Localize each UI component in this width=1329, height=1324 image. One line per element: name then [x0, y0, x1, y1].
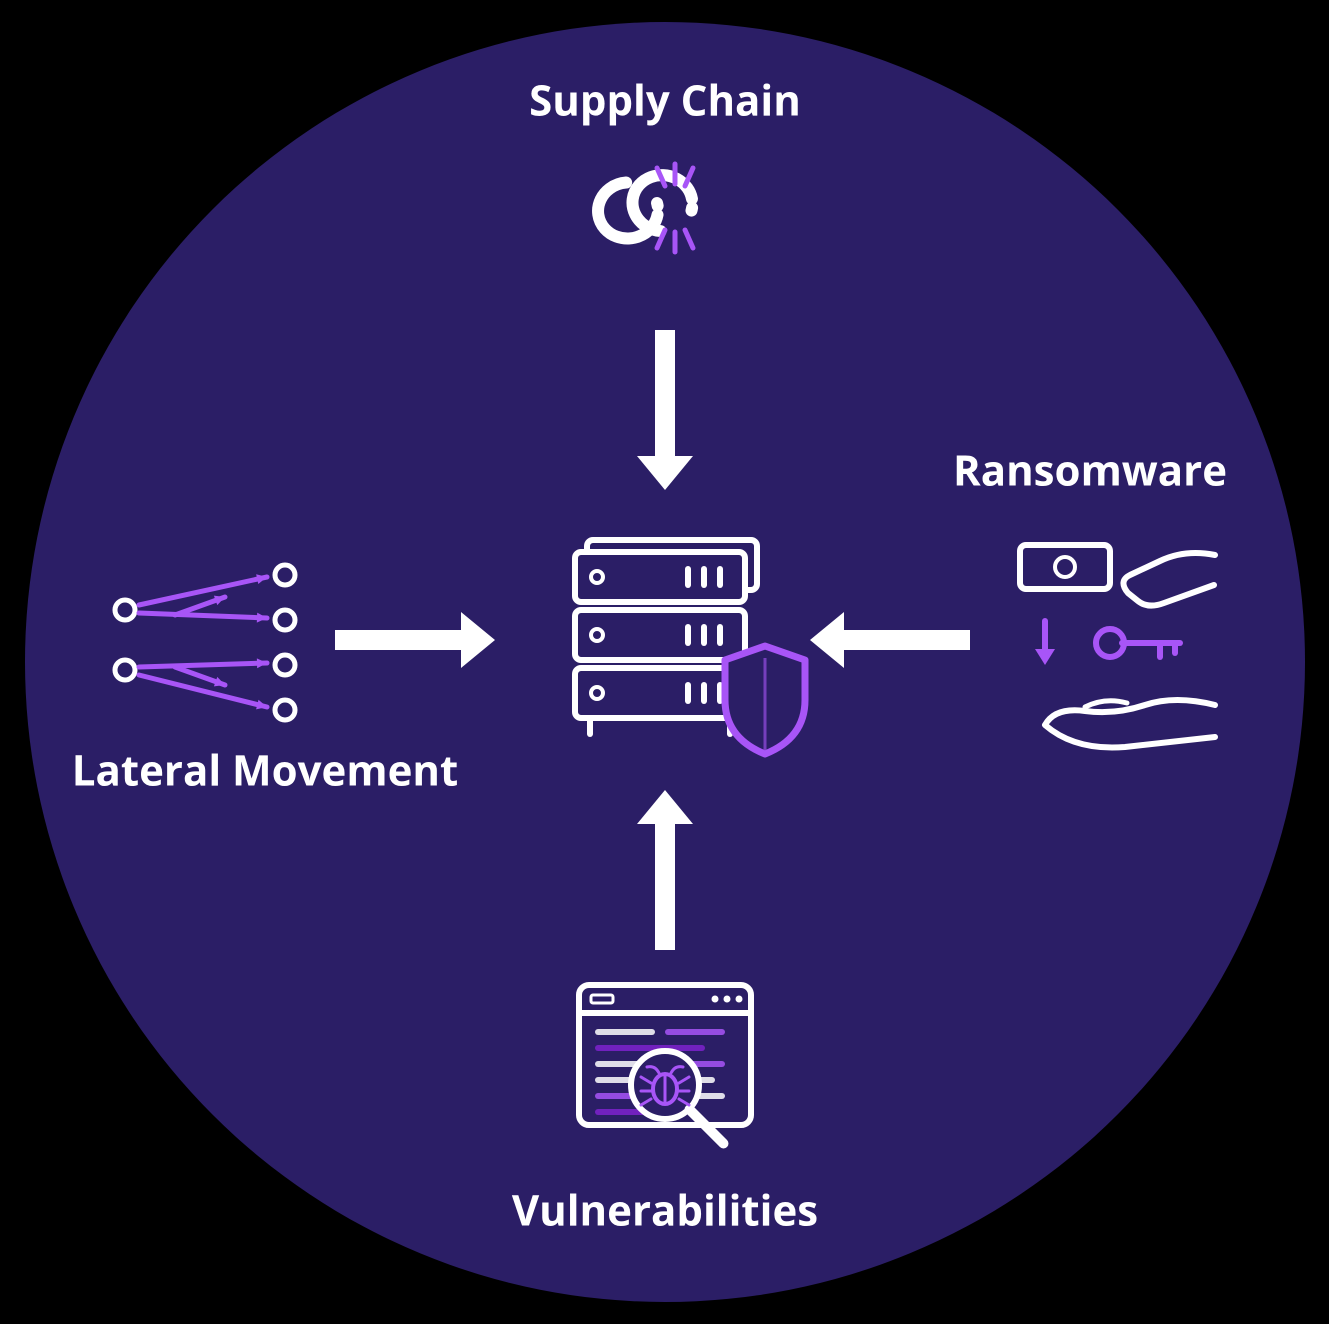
lateral-movement-icon — [105, 555, 305, 725]
label-ransomware: Ransomware — [953, 442, 1227, 499]
server-shield-icon — [555, 530, 815, 770]
label-lateral-movement: Lateral Movement — [72, 742, 459, 799]
label-vulnerabilities: Vulnerabilities — [512, 1182, 818, 1239]
broken-chain-icon — [580, 140, 770, 270]
label-supply-chain: Supply Chain — [529, 72, 801, 129]
ransomware-icon — [990, 525, 1220, 755]
vulnerabilities-icon — [565, 975, 765, 1155]
